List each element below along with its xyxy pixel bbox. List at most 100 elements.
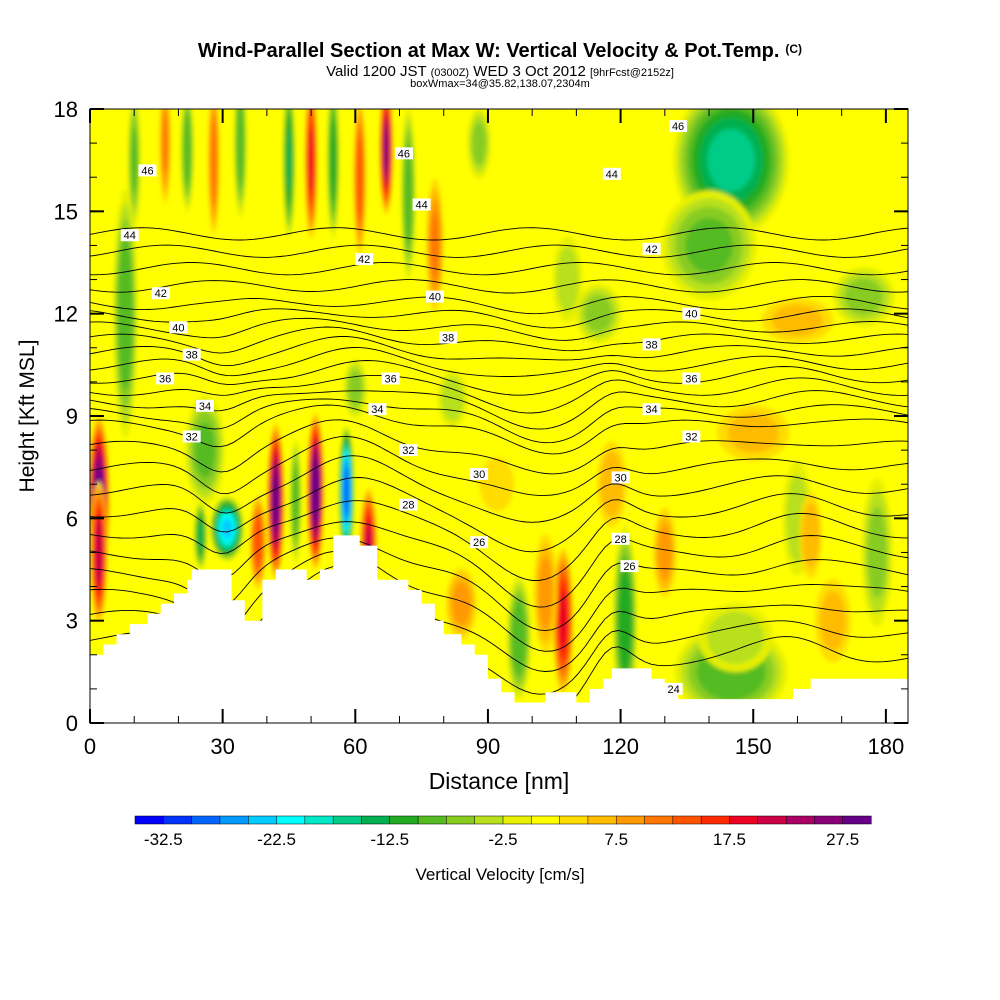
theta-label: 46 [672, 121, 684, 133]
velocity-anomaly [197, 521, 204, 550]
colorbar-swatch [361, 815, 391, 825]
theta-label: 32 [186, 431, 198, 443]
y-tick-label: 3 [66, 609, 78, 634]
colorbar: -32.5 -22.5 -12.5 -2.5 7.5 17.5 27.5 [134, 815, 872, 849]
theta-label-box [611, 532, 630, 545]
theta-label: 36 [385, 373, 397, 385]
theta-label-box [642, 338, 661, 351]
isentrope-line [90, 244, 908, 258]
velocity-anomaly [867, 506, 887, 599]
velocity-anomaly [538, 556, 553, 630]
velocity-anomaly [707, 128, 755, 192]
theta-label: 34 [371, 404, 383, 416]
colorbar-tick-label: -2.5 [488, 830, 517, 849]
velocity-anomaly [384, 129, 389, 171]
theta-label-box [381, 372, 400, 385]
terrain [90, 535, 908, 723]
colorbar-swatch [219, 815, 249, 825]
velocity-anomaly [210, 114, 218, 206]
colorbar-label: Vertical Velocity [cm/s] [415, 865, 584, 884]
colorbar-swatch [700, 815, 731, 825]
velocity-anomaly [727, 413, 779, 453]
isentrope-line [90, 360, 908, 396]
colorbar-swatch [814, 815, 844, 825]
theta-label-box [642, 242, 661, 255]
x-axis-label: Distance [nm] [429, 768, 570, 794]
colorbar-swatch [276, 815, 306, 825]
theta-label: 40 [172, 322, 184, 334]
isentrope-line [90, 404, 908, 455]
velocity-anomaly [348, 370, 363, 407]
isentrope-line [90, 326, 908, 354]
theta-label-box [412, 198, 431, 211]
theta-label-box [399, 444, 418, 457]
theta-label-box [169, 321, 188, 334]
theta-label-box [669, 120, 688, 133]
colorbar-tick-label: -12.5 [370, 830, 409, 849]
isentrope-line [90, 390, 908, 430]
isentrope-line [90, 374, 908, 414]
y-tick-label: 15 [54, 199, 78, 224]
y-axis-label: Height [Kft MSL] [16, 340, 39, 493]
x-tick-label: 90 [476, 734, 500, 759]
velocity-anomaly [221, 518, 233, 539]
theta-label-box [156, 372, 175, 385]
theta-label: 28 [402, 500, 414, 512]
colorbar-swatch [446, 815, 476, 825]
theta-label: 44 [606, 169, 618, 181]
y-tick-label: 9 [66, 404, 78, 429]
theta-label-box [682, 307, 701, 320]
theta-label-box [355, 253, 374, 266]
isentrope-line [90, 347, 908, 377]
x-tick-label: 180 [868, 734, 905, 759]
theta-label-box [182, 348, 201, 361]
box-info: boxWmax=34@35.82,138.07,2304m [410, 78, 590, 90]
isentrope-line [90, 477, 908, 553]
theta-label-box [620, 560, 639, 573]
theta-label-box [470, 467, 489, 480]
x-tick-label: 120 [602, 734, 639, 759]
colorbar-swatch [163, 815, 193, 825]
colorbar-swatch [389, 815, 419, 825]
isentrope-line [90, 435, 908, 496]
velocity-anomaly [844, 278, 883, 315]
isentrope-line [90, 398, 908, 444]
velocity-anomaly [618, 570, 632, 672]
theta-label-box [602, 167, 621, 180]
isentrope-line [90, 308, 908, 329]
theta-label: 46 [141, 165, 153, 177]
theta-label-box [399, 498, 418, 511]
colorbar-swatch [587, 815, 617, 825]
colorbar-swatch [417, 815, 447, 825]
x-tick-label: 60 [343, 734, 367, 759]
velocity-anomaly [272, 475, 279, 527]
velocity-anomaly [117, 237, 133, 390]
theta-label-box [182, 430, 201, 443]
x-tick-label: 150 [735, 734, 772, 759]
plot-area: 46 44 42 40 38 36 34 32 46 44 42 40 38 36 34 32 28 30 26 46… [90, 109, 908, 723]
theta-label-box [151, 287, 170, 300]
theta-label: 36 [685, 373, 697, 385]
velocity-anomaly [356, 135, 363, 220]
velocity-anomaly [430, 211, 440, 280]
theta-label: 38 [186, 350, 198, 362]
isentrope-line [90, 227, 908, 241]
colorbar-swatch [247, 815, 278, 825]
y-tick-label: 6 [66, 506, 78, 531]
theta-label: 26 [473, 537, 485, 549]
theta-label-box [394, 147, 413, 160]
isentrope-line [90, 455, 908, 523]
isentrope-line [90, 295, 908, 315]
y-tick-label: 12 [54, 302, 78, 327]
colorbar-swatch [134, 815, 164, 825]
velocity-anomaly [584, 295, 613, 332]
velocity-anomaly [511, 599, 527, 676]
chart-subtitle: Valid 1200 JST (0300Z) WED 3 Oct 2012 [9… [326, 63, 674, 80]
velocity-anomaly [556, 246, 579, 313]
theta-label: 38 [645, 339, 657, 351]
theta-label-box [664, 682, 683, 695]
velocity-anomaly [479, 457, 515, 511]
theta-label: 32 [685, 431, 697, 443]
colorbar-tick-label: 27.5 [826, 830, 859, 849]
